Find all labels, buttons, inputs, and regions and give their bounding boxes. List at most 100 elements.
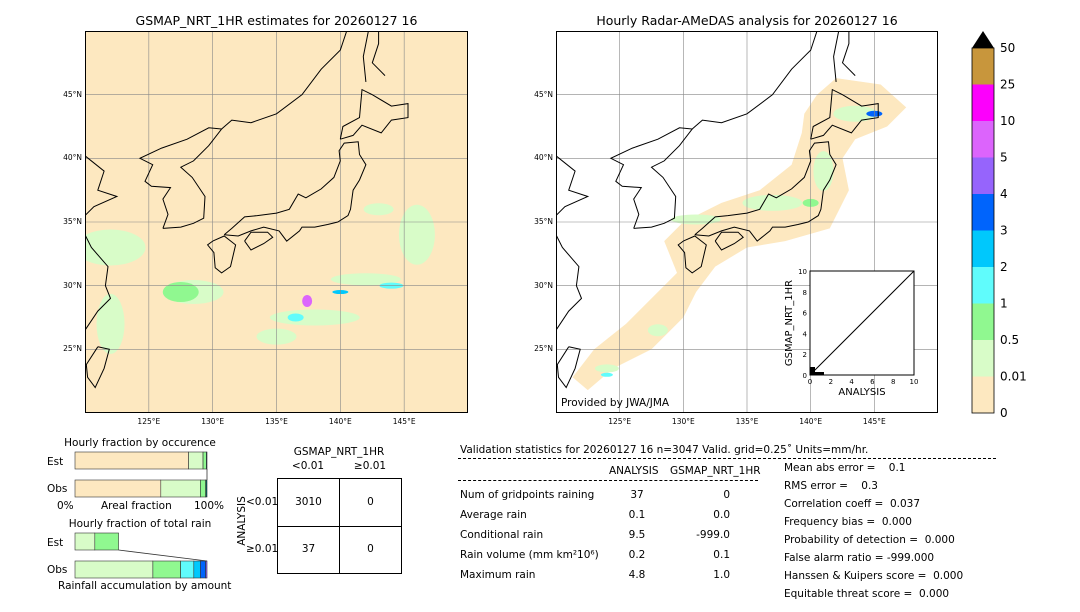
lat-tick: 30°N	[63, 280, 82, 290]
stat-label: Average rain	[460, 509, 527, 521]
lon-tick: 135°E	[735, 417, 759, 426]
rain-obs-label: Obs	[47, 564, 68, 576]
scatter-xtick: 10	[910, 378, 919, 386]
obs-bar-segment	[205, 560, 208, 579]
stat-label: Maximum rain	[460, 569, 536, 581]
lon-tick: 145°E	[862, 417, 886, 426]
rain-cell	[96, 293, 125, 354]
rain-est-label: Est	[47, 537, 64, 549]
stat-gsmap: 0	[723, 489, 730, 501]
colorbar-label: 3	[1000, 224, 1008, 238]
stat-analysis: 37	[630, 489, 644, 501]
coastline-korea	[138, 127, 223, 229]
scatter-inset: 00 2 2 4 4 6 6 8 8 10 10 ANALYSIS GSMAP_NRT_1HR	[784, 268, 918, 398]
lon-tick: 130°E	[201, 417, 225, 426]
colorbar-segment	[972, 376, 994, 413]
rain-cell	[647, 324, 668, 337]
colorbar-segment	[972, 230, 994, 267]
occurrence-bars	[74, 451, 208, 498]
scatter-density	[810, 372, 824, 375]
score-line: Correlation coeff = 0.037	[784, 498, 920, 510]
stat-analysis: 0.2	[628, 549, 646, 561]
est-bar-segment	[74, 451, 189, 470]
lat-tick: 45°N	[63, 89, 82, 99]
scatter-ytick: 8	[803, 289, 807, 297]
colorbar-extend-arrow	[972, 31, 994, 48]
coastline-korea	[609, 127, 694, 229]
radar-map: 00 2 2 4 4 6 6 8 8 10 10 ANALYSIS GSMAP_NRT_1HR	[556, 31, 938, 413]
obs-bar-segment	[74, 560, 154, 579]
obs-bar-segment	[205, 479, 208, 498]
lon-tick: 125°E	[608, 417, 632, 426]
cell-21: 37	[301, 543, 316, 555]
colorbar-label: 0.01	[1000, 370, 1027, 384]
colorbar-segment	[972, 267, 994, 304]
score-line: Hanssen & Kuipers score = 0.000	[784, 570, 964, 582]
one-to-one-line	[809, 270, 915, 376]
lat-tick: 45°N	[534, 89, 553, 99]
rain-cell	[363, 203, 394, 216]
scatter-xtick: 0	[808, 378, 812, 386]
occ-est-label: Est	[47, 456, 64, 468]
stat-gsmap: 1.0	[713, 569, 730, 581]
colorbar-segment	[972, 340, 994, 377]
colorbar-label: 4	[1000, 187, 1008, 201]
occ-x1: 100%	[194, 500, 225, 512]
stat-analysis: 9.5	[628, 529, 646, 541]
est-bar-segment	[206, 451, 208, 470]
est-bar-segment	[202, 451, 207, 470]
cell-12: 0	[367, 496, 374, 508]
coastline-shikoku	[244, 231, 274, 251]
coastline-taiwan	[556, 346, 581, 389]
rain-cell	[398, 204, 435, 265]
rain-cell	[671, 214, 722, 225]
colorbar-segment	[972, 48, 994, 85]
est-bar-segment	[188, 451, 204, 470]
rain-cell	[302, 294, 313, 307]
rain-cell	[162, 282, 199, 303]
score-line: Frequency bias = 0.000	[784, 516, 912, 528]
occ-xlabel: Areal fraction	[101, 500, 172, 512]
rain-cell	[742, 194, 803, 211]
colorbar-label: 25	[1000, 78, 1015, 92]
credit: Provided by JWA/JMA	[561, 397, 670, 409]
scatter-ylabel: GSMAP_NRT_1HR	[784, 280, 795, 366]
scatter-ytick: 0	[803, 372, 807, 380]
colorbar-label: 2	[1000, 260, 1008, 274]
score-line: Equitable threat score = 0.000	[784, 588, 950, 600]
scatter-ytick: 4	[803, 330, 808, 338]
coastline-russia	[691, 31, 818, 130]
map-frame	[556, 31, 938, 413]
map-frame	[85, 31, 468, 413]
rain-cell	[594, 364, 619, 373]
lat-tick: 40°N	[534, 153, 553, 163]
colorbar-frame	[971, 47, 995, 414]
lon-tick: 130°E	[671, 417, 695, 426]
scatter-ytick: 10	[798, 268, 807, 276]
lat-tick: 35°N	[63, 217, 82, 226]
col1: <0.01	[291, 460, 325, 472]
row1: <0.01	[246, 496, 279, 508]
obs-bar-segment	[152, 560, 181, 579]
scatter-xtick: 6	[870, 378, 875, 386]
stat-analysis: 0.1	[628, 509, 646, 521]
coastline-hokkaido	[339, 88, 409, 140]
coastline-kyushu	[206, 235, 237, 274]
obs-bar-segment	[74, 479, 162, 498]
colorbar-label: 0.5	[1000, 333, 1019, 347]
scatter-xtick: 4	[849, 378, 854, 386]
stat-label: Conditional rain	[460, 529, 544, 541]
coastline-kyushu	[677, 235, 707, 274]
scatter-xlabel: ANALYSIS	[838, 387, 885, 398]
coastline-russia	[221, 31, 348, 130]
lat-tick: 40°N	[63, 153, 82, 163]
score-line: False alarm ratio = -999.000	[784, 552, 935, 564]
coastline-hokkaido	[810, 88, 879, 140]
rain-cell	[287, 313, 304, 322]
colorbar-label: 50	[1000, 41, 1015, 55]
scatter-density	[810, 367, 815, 375]
coastline-china	[556, 155, 590, 331]
rain-cell	[85, 229, 146, 266]
obs-bar-segment	[200, 560, 206, 579]
colorbar-label: 10	[1000, 114, 1015, 128]
